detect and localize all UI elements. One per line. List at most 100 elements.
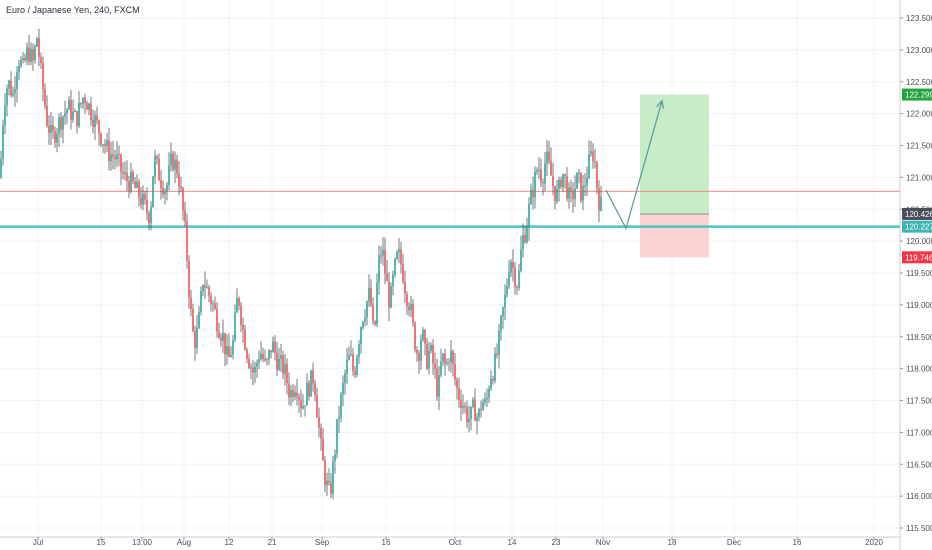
candle-down: [270, 350, 272, 353]
candle-up: [260, 353, 262, 360]
candle-down: [86, 102, 88, 110]
candle-down: [194, 331, 196, 348]
candle-up: [382, 249, 384, 256]
candle-down: [322, 438, 324, 461]
candle-up: [528, 203, 530, 228]
candle-up: [110, 154, 112, 162]
candle-up: [348, 354, 350, 360]
candle-down: [238, 298, 240, 306]
candle-down: [564, 173, 566, 177]
candle-up: [284, 363, 286, 374]
candle-up: [124, 172, 126, 174]
candle-up: [12, 93, 14, 96]
candle-up: [600, 196, 602, 211]
candle-up: [338, 417, 340, 420]
candle-up: [362, 321, 364, 328]
candle-up: [290, 389, 292, 398]
x-tick-label: Sep: [315, 538, 330, 547]
candle-down: [252, 367, 254, 373]
candle-down: [570, 187, 572, 191]
candle-down: [244, 329, 246, 350]
candle-up: [26, 47, 28, 61]
candle-down: [426, 343, 428, 369]
candle-down: [108, 140, 110, 162]
candle-up: [522, 235, 524, 250]
candle-down: [402, 264, 404, 283]
target-zone[interactable]: [640, 94, 709, 214]
y-tick-label: 117.500: [906, 397, 932, 406]
candle-down: [540, 169, 542, 183]
candle-up: [142, 193, 144, 205]
x-tick-label: Aug: [177, 538, 191, 547]
candle-up: [584, 185, 586, 187]
projection-path[interactable]: [605, 99, 665, 231]
candle-up: [22, 58, 24, 61]
candle-up: [508, 272, 510, 286]
candle-up: [4, 105, 6, 126]
candle-down: [96, 115, 98, 121]
candle-up: [164, 191, 166, 195]
candle-up: [590, 151, 592, 154]
y-tick-label: 122.500: [906, 78, 932, 87]
candle-up: [36, 38, 38, 47]
candle-down: [464, 405, 466, 408]
current-price-badge: 120.426: [905, 210, 932, 219]
candle-down: [92, 119, 94, 127]
projection-path-line[interactable]: [605, 100, 663, 231]
stop-zone[interactable]: [640, 213, 709, 258]
candle-down: [370, 287, 372, 305]
candle-up: [518, 271, 520, 289]
candle-up: [574, 188, 576, 199]
candle-down: [274, 341, 276, 353]
candle-down: [424, 329, 426, 344]
candle-down: [296, 392, 298, 397]
candle-down: [112, 154, 114, 157]
y-tick-label: 122.000: [906, 110, 932, 119]
candle-up: [234, 312, 236, 341]
candle-down: [42, 62, 44, 90]
risk-reward-tool[interactable]: [640, 94, 709, 258]
candle-up: [442, 353, 444, 362]
horizontal-lines[interactable]: [0, 190, 900, 228]
candle-up: [430, 344, 432, 351]
candle-up: [478, 409, 480, 418]
candle-down: [70, 100, 72, 120]
candle-down: [330, 482, 332, 494]
candle-up: [94, 115, 96, 127]
candle-up: [6, 88, 8, 106]
candle-up: [66, 109, 68, 114]
candle-up: [358, 344, 360, 357]
candle-down: [204, 285, 206, 288]
candle-up: [502, 307, 504, 317]
candle-up: [462, 405, 464, 408]
candle-down: [248, 358, 250, 368]
candle-down: [448, 362, 450, 364]
candle-up: [486, 397, 488, 400]
candle-down: [52, 124, 54, 132]
candle-up: [278, 358, 280, 370]
candle-down: [214, 303, 216, 309]
candle-down: [542, 182, 544, 184]
candle-down: [182, 188, 184, 211]
candle-down: [412, 303, 414, 323]
candle-up: [472, 399, 474, 407]
candle-up: [420, 339, 422, 361]
candle-up: [254, 366, 256, 373]
y-tick-label: 116.000: [906, 492, 932, 501]
candle-down: [466, 407, 468, 423]
candle-up: [326, 480, 328, 486]
candle-up: [530, 189, 532, 204]
candle-up: [88, 103, 90, 110]
candle-up: [152, 176, 154, 207]
candle-down: [216, 308, 218, 332]
candle-down: [180, 186, 182, 189]
candle-down: [312, 370, 314, 384]
candle-up: [556, 188, 558, 202]
candle-down: [266, 359, 268, 361]
candle-down: [24, 58, 26, 61]
candle-down: [48, 125, 50, 133]
candle-down: [594, 161, 596, 163]
candle-down: [84, 97, 86, 103]
